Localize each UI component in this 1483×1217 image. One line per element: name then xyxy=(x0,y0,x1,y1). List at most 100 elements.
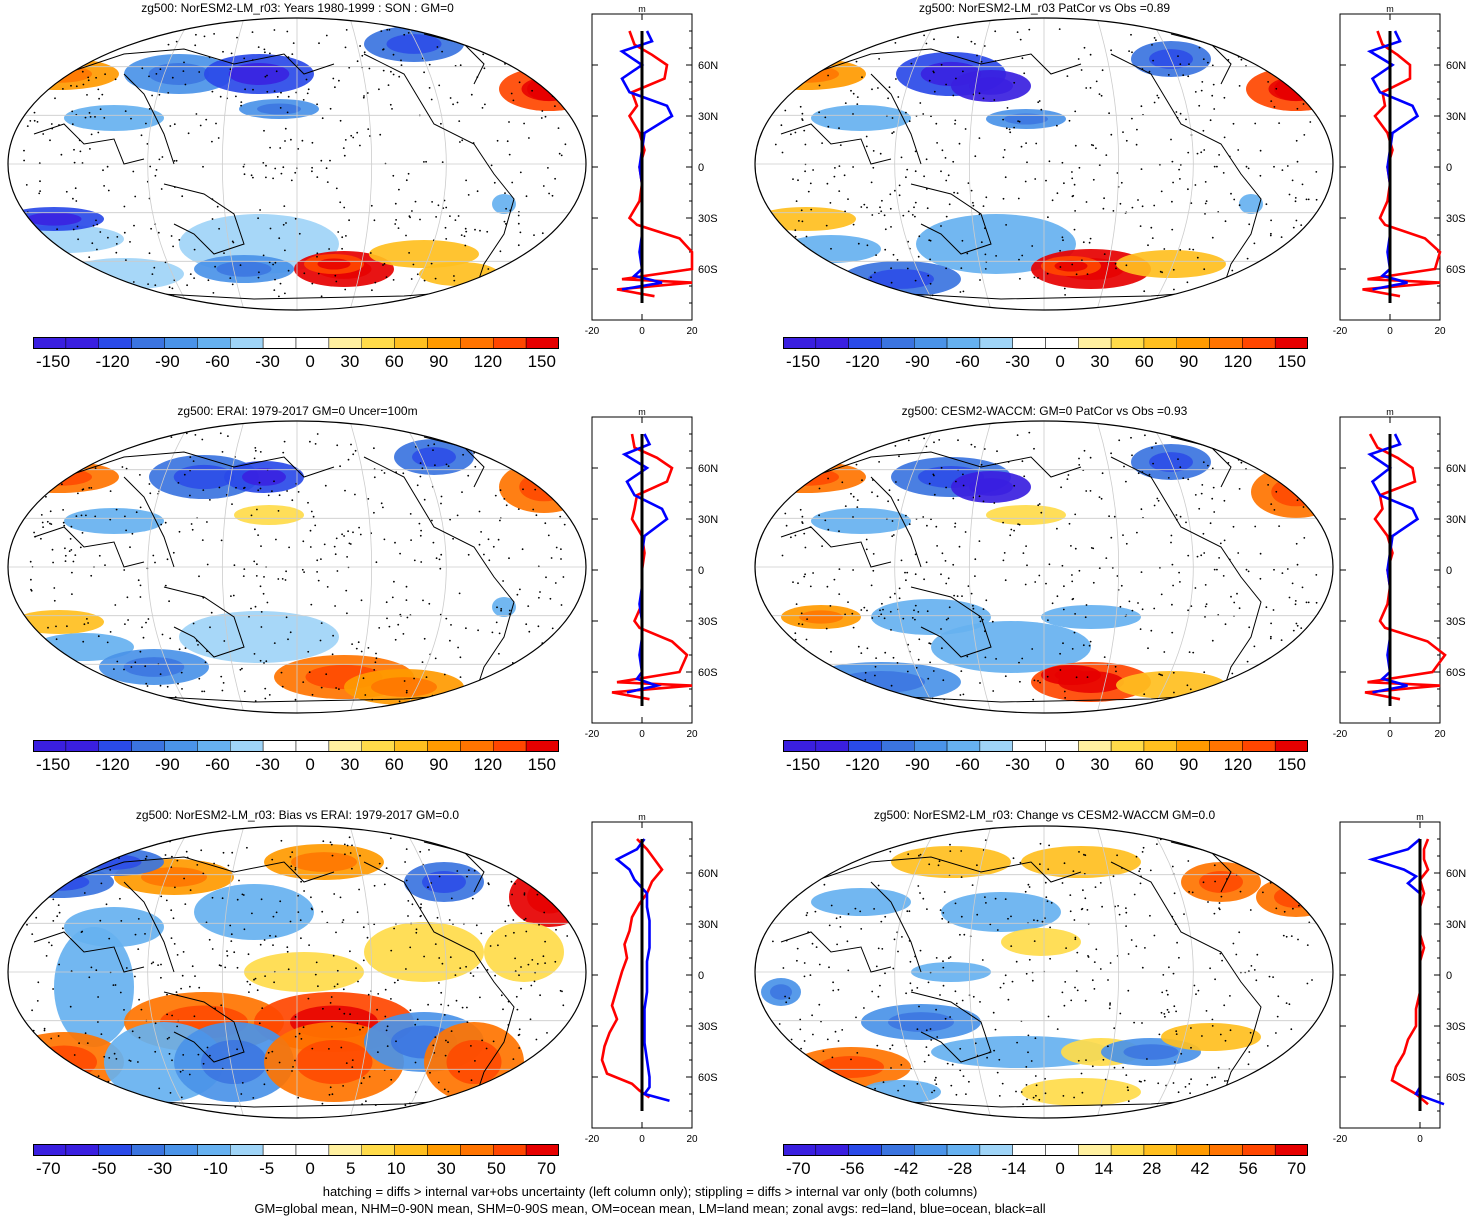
stipple-dot xyxy=(1201,1035,1203,1037)
stipple-dot xyxy=(1238,931,1241,934)
stipple-dot xyxy=(436,46,439,48)
stipple-dot xyxy=(1177,1091,1180,1094)
stipple-dot xyxy=(1130,436,1132,439)
stipple-dot xyxy=(47,626,49,629)
stipple-dot xyxy=(1238,28,1241,31)
stipple-dot xyxy=(838,530,840,533)
anomaly-core xyxy=(216,261,272,277)
stipple-dot xyxy=(1197,297,1200,300)
stipple-dot xyxy=(453,275,455,277)
stipple-dot xyxy=(1222,575,1225,577)
stipple-dot xyxy=(1207,61,1209,64)
stipple-dot xyxy=(923,175,925,178)
stipple-dot xyxy=(50,523,53,525)
stipple-dot xyxy=(889,1047,891,1050)
stipple-dot xyxy=(97,635,100,638)
stipple-dot xyxy=(213,862,216,865)
stipple-dot xyxy=(336,570,339,572)
stipple-dot xyxy=(385,867,388,869)
stipple-dot xyxy=(268,261,271,264)
stipple-dot xyxy=(61,483,63,486)
stipple-dot xyxy=(25,184,28,186)
colorbar-tick-label: 0 xyxy=(1055,352,1065,371)
stipple-dot xyxy=(198,677,201,680)
stipple-dot xyxy=(74,554,77,556)
stipple-dot xyxy=(56,664,58,667)
stipple-dot xyxy=(1105,557,1108,559)
stipple-dot xyxy=(954,526,956,528)
y-tick-label: 30S xyxy=(698,213,718,225)
stipple-dot xyxy=(335,687,337,689)
stipple-dot xyxy=(947,617,950,620)
stipple-dot xyxy=(812,449,815,452)
stipple-dot xyxy=(180,671,183,674)
stipple-dot xyxy=(142,636,145,639)
stipple-dot xyxy=(774,1056,777,1059)
stipple-dot xyxy=(435,557,438,560)
stipple-dot xyxy=(73,161,76,164)
stipple-dot xyxy=(1125,480,1127,483)
stipple-dot xyxy=(487,854,489,857)
stipple-dot xyxy=(1031,648,1034,650)
colorbar-swatch xyxy=(848,740,882,752)
stipple-dot xyxy=(889,610,892,613)
colorbar-swatch xyxy=(815,740,849,752)
stipple-dot xyxy=(1219,542,1222,545)
stipple-dot xyxy=(379,133,382,136)
stipple-dot xyxy=(266,90,269,93)
anomaly-region xyxy=(1021,1078,1141,1106)
stipple-dot xyxy=(1179,515,1182,518)
stipple-dot xyxy=(1249,1031,1252,1034)
stipple-dot xyxy=(859,837,861,840)
stipple-dot xyxy=(342,919,345,921)
coastline xyxy=(163,183,245,255)
stipple-dot xyxy=(322,840,325,843)
colorbar-tick-label: 150 xyxy=(1277,755,1306,774)
stipple-dot xyxy=(829,684,832,687)
colorbar-tick-label: -10 xyxy=(203,1159,228,1178)
stipple-dot xyxy=(348,219,350,222)
stipple-dot xyxy=(1082,644,1085,647)
colorbar-tick-label: -120 xyxy=(95,755,130,774)
stipple-dot xyxy=(861,479,863,482)
colorbar-tick-label: 0 xyxy=(1055,1159,1065,1178)
stipple-dot xyxy=(310,510,313,513)
zonal-frame xyxy=(1339,821,1441,1129)
stipple-dot xyxy=(106,641,109,644)
stipple-dot xyxy=(397,979,399,982)
stipple-dot xyxy=(410,278,413,280)
stipple-dot xyxy=(125,467,128,470)
stipple-dot xyxy=(961,595,963,597)
stipple-dot xyxy=(1004,898,1007,900)
stipple-dot xyxy=(801,112,804,115)
stipple-dot xyxy=(400,59,402,62)
stipple-dot xyxy=(373,219,376,222)
stipple-dot xyxy=(206,1046,209,1049)
stipple-dot xyxy=(1310,642,1313,644)
stipple-dot xyxy=(378,88,380,91)
stipple-dot xyxy=(1075,676,1078,679)
stipple-dot xyxy=(1267,484,1269,486)
stipple-dot xyxy=(257,276,260,279)
stipple-dot xyxy=(250,174,253,177)
anomaly-core xyxy=(257,103,301,115)
coastline xyxy=(780,931,892,973)
stipple-dot xyxy=(1191,891,1194,894)
stipple-dot xyxy=(528,630,531,633)
stipple-dot xyxy=(154,174,157,177)
stipple-dot xyxy=(158,93,161,96)
stipple-dot xyxy=(335,537,338,540)
stipple-dot xyxy=(1026,564,1028,567)
stipple-dot xyxy=(509,855,512,857)
stipple-dot xyxy=(1172,584,1174,587)
stipple-dot xyxy=(1170,138,1172,141)
stipple-dot xyxy=(482,296,485,299)
stipple-dot xyxy=(1300,627,1303,629)
stipple-dot xyxy=(145,682,148,685)
colorbar-tick-label: -150 xyxy=(36,352,71,371)
stipple-dot xyxy=(430,98,433,101)
stipple-dot xyxy=(901,936,903,938)
stipple-dot xyxy=(796,947,799,950)
stipple-dot xyxy=(1179,581,1181,583)
colorbar-border xyxy=(783,337,1308,349)
